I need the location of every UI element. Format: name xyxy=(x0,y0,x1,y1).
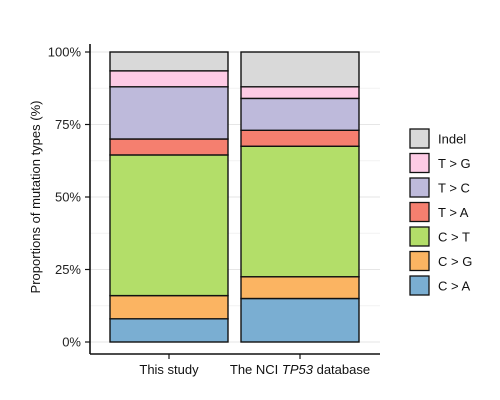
bar-segment-cg xyxy=(240,276,360,300)
legend-swatch xyxy=(409,152,430,174)
legend-swatch xyxy=(409,201,430,223)
bar-segment-ca xyxy=(240,297,360,343)
bar-segment-ta xyxy=(109,138,229,156)
y-tick-label: 75% xyxy=(55,117,81,132)
legend-label: Indel xyxy=(438,132,466,147)
legend-swatch xyxy=(409,250,430,272)
legend-label: T > A xyxy=(438,205,469,220)
bar-segment-tc xyxy=(109,86,229,140)
bar-segment-ct xyxy=(240,145,360,278)
legend-label: C > T xyxy=(438,230,470,245)
bar-segment-indel xyxy=(240,51,360,88)
bar-segment-tg xyxy=(109,70,229,88)
legend-label: C > G xyxy=(438,254,472,269)
bar-segment-ct xyxy=(109,154,229,297)
bars xyxy=(109,51,360,343)
bar-segment-indel xyxy=(109,51,229,72)
bar-segment-tg xyxy=(240,86,360,100)
legend-swatch xyxy=(409,275,430,296)
y-tick-label: 25% xyxy=(55,262,81,277)
legend-label: T > G xyxy=(438,156,471,171)
bar-segment-ta xyxy=(240,129,360,147)
axes: 0% 25% 50% 75% 100% This study The NCI TP53 da… xyxy=(48,44,380,377)
y-axis-title: Proportions of mutation types (%) xyxy=(28,101,43,294)
legend: Indel T > G T > C T > A C > T C > G C > A xyxy=(409,128,472,296)
legend-swatch xyxy=(409,177,430,198)
x-category-label: This study xyxy=(139,362,199,377)
legend-swatch xyxy=(409,226,430,247)
y-tick-label: 50% xyxy=(55,190,81,205)
x-category-label: The NCI TP53 database xyxy=(230,362,370,377)
legend-label: C > A xyxy=(438,279,470,294)
bar-segment-tc xyxy=(240,97,360,132)
legend-label: T > C xyxy=(438,181,470,196)
bar-segment-cg xyxy=(109,294,229,320)
legend-swatch xyxy=(409,128,430,149)
bar-segment-ca xyxy=(109,318,229,343)
y-tick-label: 100% xyxy=(48,45,82,60)
y-tick-label: 0% xyxy=(62,335,81,350)
